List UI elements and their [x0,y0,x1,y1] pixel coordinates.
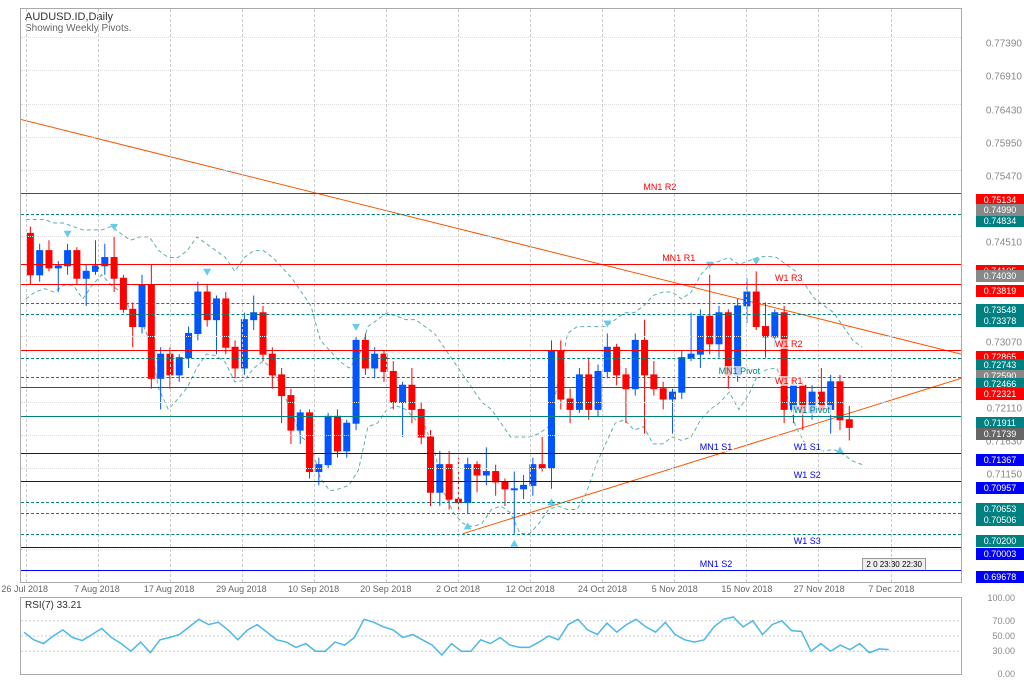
pivot-label: W1 S3 [792,536,823,546]
pivot-line [21,358,961,359]
pivot-line [21,481,961,482]
pivot-line [21,513,961,514]
rsi-tick: 0.00 [997,669,1015,679]
price-tag: 0.69678 [976,571,1024,583]
price-tick: 0.73070 [986,337,1022,348]
rsi-panel[interactable]: RSI(7) 33.21 0.0030.0050.0070.00100.00 [20,597,962,675]
pivot-label: MN1 Pivot [717,366,763,376]
chart-subtitle: Showing Weekly Pivots. [25,23,132,34]
price-tag: 0.70957 [976,482,1024,494]
price-tick: 0.77390 [986,39,1022,50]
pivot-line [21,264,961,265]
pivot-label: W1 S1 [792,442,823,452]
price-tick: 0.74510 [986,238,1022,249]
rsi-tick: 50.00 [992,631,1015,641]
date-tick: 2 Oct 2018 [436,584,480,594]
rsi-tick: 30.00 [992,646,1015,656]
chart-title-area: AUDUSD.ID,Daily Showing Weekly Pivots. [25,11,132,34]
price-tag: 0.71739 [976,428,1024,440]
price-tag: 0.70003 [976,548,1024,560]
date-axis: 26 Jul 20187 Aug 201817 Aug 201829 Aug 2… [20,584,962,598]
chart-title: AUDUSD.ID,Daily [25,11,132,23]
date-tick: 7 Dec 2018 [868,584,914,594]
date-tick: 24 Oct 2018 [578,584,627,594]
date-tick: 15 Nov 2018 [721,584,772,594]
date-tick: 5 Nov 2018 [652,584,698,594]
date-tick: 7 Aug 2018 [74,584,120,594]
pivot-label: W1 R1 [773,376,805,386]
pivot-label: W1 S2 [792,470,823,480]
pivot-line [21,303,961,304]
pivot-label: MN1 S1 [698,442,735,452]
pivot-line [21,193,961,194]
price-tag: 0.74834 [976,215,1024,227]
rsi-title: RSI(7) 33.21 [25,600,82,611]
price-axis: 0.77390 0.76910 0.76430 0.75950 0.75470 0.745… [966,8,1024,583]
date-tick: 10 Sep 2018 [288,584,339,594]
pivot-label: MN1 S2 [698,559,735,569]
pivot-label: W1 Pivot [792,405,832,415]
pivot-line [21,284,961,285]
price-tick: 0.75470 [986,171,1022,182]
pivot-line [21,502,961,503]
price-tick: 0.76910 [986,72,1022,83]
pivot-label: MN1 R2 [641,182,678,192]
price-tag: 0.71911 [976,417,1024,429]
pivot-line [21,453,961,454]
pivot-label: W1 R3 [773,273,805,283]
pivot-label: MN1 R1 [660,253,697,263]
pivot-line [21,314,961,315]
price-tag: 0.71367 [976,454,1024,466]
date-tick: 20 Sep 2018 [360,584,411,594]
main-chart[interactable]: AUDUSD.ID,Daily Showing Weekly Pivots. 2… [20,8,962,583]
price-tag: 0.74990 [976,204,1024,216]
price-tick: 0.71150 [987,470,1022,481]
date-tick: 29 Aug 2018 [216,584,267,594]
pivot-line [21,570,961,571]
price-tag: 0.73819 [976,285,1024,297]
date-tick: 12 Oct 2018 [506,584,555,594]
price-tick: 0.76430 [986,105,1022,116]
date-tick: 26 Jul 2018 [1,584,48,594]
pivot-line [21,350,961,351]
price-tag: 0.72321 [976,388,1024,400]
price-tag: 0.70200 [976,535,1024,547]
pivot-line [21,214,961,215]
price-tag: 0.70506 [976,514,1024,526]
rsi-svg [21,598,961,674]
rsi-axis: 0.0030.0050.0070.00100.00 [964,598,1019,674]
date-tick: 27 Nov 2018 [794,584,845,594]
rsi-tick: 100.00 [987,593,1015,603]
price-tick: 0.75950 [986,138,1022,149]
date-tick: 17 Aug 2018 [144,584,195,594]
pivot-line [21,387,961,388]
pivot-line [21,377,961,378]
price-tag: 0.74030 [976,270,1024,282]
price-tick: 0.72110 [987,403,1022,414]
pivot-label: W1 R2 [773,339,805,349]
pivot-line [21,534,961,535]
rsi-tick: 70.00 [992,616,1015,626]
price-tag: 0.73548 [976,304,1024,316]
chart-svg [21,9,961,582]
price-tag: 0.73378 [976,315,1024,327]
pivot-line [21,416,961,417]
pivot-line [21,547,961,548]
